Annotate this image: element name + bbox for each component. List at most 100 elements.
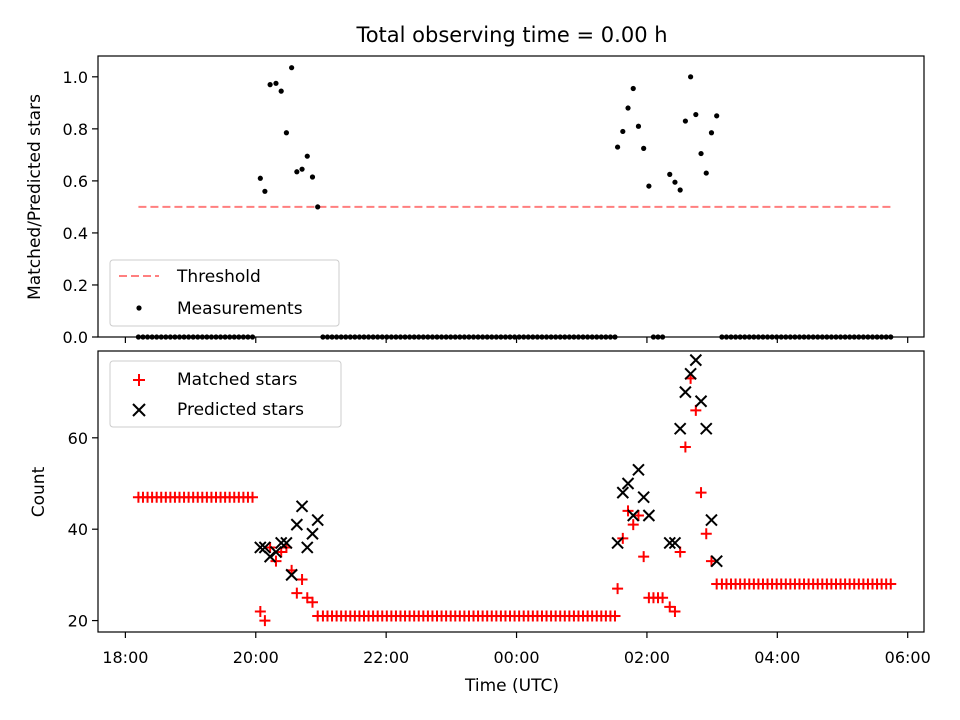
count-y-axis: 20 40 60 [68, 429, 98, 631]
predicted-stars-point [632, 463, 645, 477]
measurement-point [714, 113, 720, 119]
measurement-point [630, 85, 636, 92]
measurement-point [646, 183, 652, 189]
legend-matched-label: Matched stars [177, 370, 297, 390]
count-panel: 20 40 60 18:00 20:00 22:00 00:00 02:00 04:00 06:… [29, 350, 931, 696]
ratio-y-tick-label: 0.8 [63, 120, 88, 139]
ratio-panel: 0.0 0.2 0.4 0.6 0.8 1.0 Matched/Predicted sta… [25, 55, 925, 347]
matched-stars-point [632, 509, 644, 521]
predicted-stars-point [668, 536, 682, 550]
matched-stars-point [885, 578, 897, 590]
measurement-point [304, 153, 310, 159]
measurement-point [693, 111, 699, 118]
ratio-y-tick-label: 0.2 [63, 276, 88, 295]
matched-stars-point [657, 592, 669, 604]
measurement-point [267, 82, 273, 88]
count-legend-box [109, 360, 342, 428]
predicted-stars-point [301, 541, 314, 554]
matched-stars-point [705, 555, 717, 567]
predicted-stars-point [258, 541, 272, 554]
predicted-stars-point [611, 536, 624, 550]
measurement-point [703, 170, 709, 176]
predicted-stars-point [280, 536, 293, 550]
measurement-point [299, 166, 305, 172]
measurement-point [315, 204, 321, 210]
count-y-axis-label: Count [29, 466, 49, 517]
measurement-point [283, 130, 290, 136]
time-x-axis: 18:00 20:00 22:00 00:00 02:00 04:00 06:00 [102, 632, 931, 667]
matched-stars-point [306, 596, 318, 608]
predicted-stars-point [642, 509, 656, 522]
matched-stars-point [638, 551, 650, 563]
measurement-point [698, 150, 704, 157]
predicted-stars-point [684, 367, 697, 381]
predicted-stars-point [295, 500, 309, 513]
time-x-tick-label: 22:00 [363, 648, 409, 667]
measurement-point [262, 188, 268, 194]
predicted-stars-point [710, 554, 723, 568]
measurement-point [289, 65, 295, 71]
predicted-stars-point [285, 568, 298, 582]
matched-stars-point [247, 491, 259, 503]
count-axes-frame [97, 350, 925, 633]
matched-stars-point [695, 487, 707, 499]
measurement-point [273, 80, 279, 86]
predicted-stars-point [290, 518, 304, 531]
measurement-point [635, 123, 642, 129]
legend-matched-swatch [133, 374, 145, 386]
matched-stars-point [259, 615, 271, 627]
count-plot-area [132, 353, 897, 627]
predicted-stars-point [689, 353, 703, 367]
predicted-stars-point [679, 385, 692, 399]
measurement-point [688, 74, 694, 80]
measurement-point [625, 105, 631, 111]
count-legend: Matched stars Predicted stars [109, 360, 342, 428]
legend-predicted-swatch [132, 403, 146, 417]
measurement-point [682, 118, 688, 124]
predicted-stars-point [673, 422, 687, 435]
matched-stars-point [669, 605, 681, 617]
legend-predicted-label: Predicted stars [177, 400, 304, 420]
predicted-stars-point [269, 545, 283, 559]
predicted-stars-point [254, 541, 267, 554]
measurement-point [672, 179, 678, 185]
ratio-y-tick-label: 0.0 [63, 328, 88, 347]
matched-stars-point [700, 528, 712, 540]
predicted-stars-point [705, 513, 718, 527]
predicted-stars-point [274, 536, 288, 550]
ratio-y-tick-label: 0.6 [63, 172, 88, 191]
time-x-tick-label: 06:00 [885, 648, 931, 667]
measurement-point [708, 130, 715, 136]
measurement-point [278, 88, 284, 94]
ratio-legend-box [109, 259, 340, 327]
matched-stars-point [609, 610, 621, 622]
time-x-axis-label: Time (UTC) [464, 676, 559, 696]
predicted-stars-point [694, 395, 708, 408]
count-y-tick-label: 20 [68, 612, 88, 631]
time-x-tick-label: 02:00 [624, 648, 670, 667]
ratio-y-axis: 0.0 0.2 0.4 0.6 0.8 1.0 [63, 68, 98, 347]
predicted-stars-point [700, 422, 713, 435]
ratio-x-ticks [124, 337, 909, 343]
count-y-tick-label: 60 [68, 429, 88, 448]
predicted-stars-point [306, 527, 319, 540]
legend-threshold-label: Threshold [176, 267, 261, 287]
time-x-tick-label: 18:00 [102, 648, 148, 667]
measurement-point [309, 174, 316, 180]
measurement-point [667, 171, 673, 177]
predicted-stars-point [663, 536, 676, 550]
measurement-point [294, 169, 300, 175]
matched-stars-point [254, 605, 266, 617]
measurement-point [614, 144, 621, 150]
measurement-point [620, 128, 626, 135]
matched-stars-point [291, 587, 303, 599]
ratio-y-tick-label: 0.4 [63, 224, 88, 243]
predicted-stars-point [637, 491, 650, 504]
matched-stars-point [296, 573, 308, 585]
predicted-stars-point [627, 509, 640, 522]
legend-measurements-swatch [136, 305, 142, 311]
measurement-point [677, 187, 683, 193]
ratio-y-axis-label: Matched/Predicted stars [25, 94, 45, 300]
legend-measurements-label: Measurements [177, 299, 303, 319]
